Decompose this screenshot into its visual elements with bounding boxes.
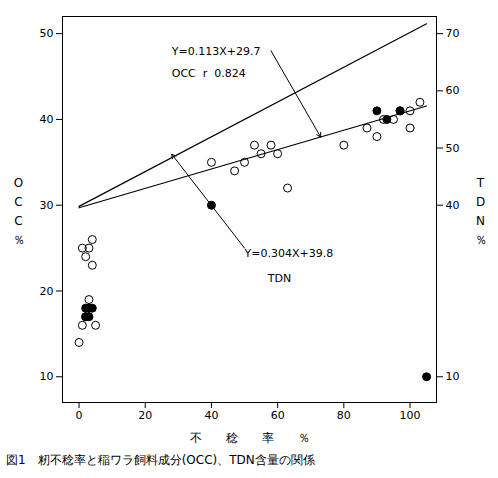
svg-text:50: 50	[40, 27, 54, 40]
svg-text:60: 60	[271, 409, 285, 422]
svg-text:Y=0.304X+39.8: Y=0.304X+39.8	[244, 247, 334, 260]
svg-text:30: 30	[40, 199, 54, 212]
svg-text:0: 0	[76, 409, 83, 422]
svg-text:40: 40	[446, 199, 460, 212]
svg-text:TDN: TDN	[267, 272, 291, 285]
svg-text:TDN％: TDN％	[475, 176, 487, 248]
svg-text:OCC r 0.824: OCC r 0.824	[172, 67, 246, 80]
svg-text:OCC％: OCC％	[13, 176, 25, 248]
svg-text:40: 40	[204, 409, 218, 422]
svg-text:不 稔 率 ％: 不 稔 率 ％	[190, 431, 310, 445]
svg-text:100: 100	[400, 409, 421, 422]
svg-text:Y=0.113X+29.7: Y=0.113X+29.7	[171, 45, 261, 58]
svg-text:80: 80	[337, 409, 351, 422]
svg-text:10: 10	[40, 370, 54, 383]
svg-text:20: 20	[40, 285, 54, 298]
svg-text:60: 60	[446, 84, 460, 97]
svg-text:40: 40	[40, 113, 54, 126]
svg-text:50: 50	[446, 142, 460, 155]
html-text:図1 籾不稔率と稲ワラ飼料成分(OCC)、TDN含量の関係: 図1 籾不稔率と稲ワラ飼料成分(OCC)、TDN含量の関係	[6, 453, 315, 467]
svg-text:20: 20	[138, 409, 152, 422]
svg-text:70: 70	[446, 27, 460, 40]
svg-text:10: 10	[446, 370, 460, 383]
